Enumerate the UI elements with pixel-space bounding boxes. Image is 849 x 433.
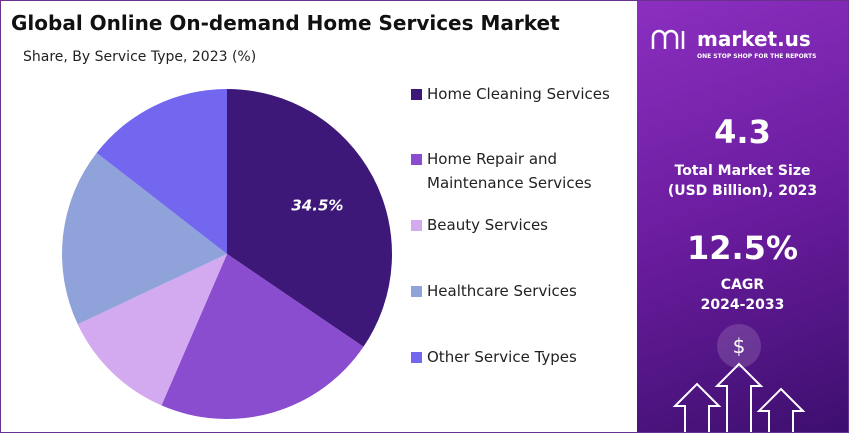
pie-slice (96, 89, 227, 254)
cagr-period: 2024-2033 (700, 297, 785, 313)
coin (717, 324, 761, 368)
pie-slice (62, 152, 228, 325)
stats-panel: $ market.us ONE STOP SHOP FOR THE REPORT… (637, 1, 848, 432)
legend-item: Home Cleaning Services (411, 82, 626, 106)
legend-swatch (411, 286, 422, 297)
legend-label: Other Service Types (427, 348, 577, 366)
market-size-label: Total Market Size (USD Billion), 2023 (667, 163, 818, 199)
legend-swatch (411, 352, 422, 363)
tagline: ONE STOP SHOP FOR THE REPORTS (697, 53, 817, 60)
legend-item: Other Service Types (411, 345, 626, 369)
pie-slice (227, 89, 392, 347)
legend-swatch (411, 89, 422, 100)
dollar-icon: $ (733, 334, 746, 358)
legend-item: Beauty Services (411, 213, 626, 237)
data-label: 34.5% (291, 197, 343, 215)
pie-slice (161, 254, 364, 419)
legend-item: Home Repair and Maintenance Services (411, 147, 626, 195)
legend-label: Healthcare Services (427, 282, 577, 300)
legend-item: Healthcare Services (411, 279, 626, 303)
legend-swatch (411, 220, 422, 231)
cagr: 12.5% (686, 229, 798, 267)
legend-label: Home Repair and Maintenance Services (427, 150, 592, 192)
pie-slice (77, 254, 227, 406)
legend-swatch (411, 154, 422, 165)
market-size: 4.3 (714, 113, 771, 151)
panel-decoration: $ (651, 29, 806, 432)
arrows (672, 362, 806, 432)
chart-subtitle: Share, By Service Type, 2023 (%) (23, 49, 257, 65)
pie-chart: 34.5% (62, 89, 392, 419)
legend-label: Home Cleaning Services (427, 85, 610, 103)
legend-label: Beauty Services (427, 216, 548, 234)
brand: market.us (697, 27, 811, 51)
cagr-label: CAGR (720, 277, 765, 293)
chart-title: Global Online On-demand Home Services Ma… (11, 11, 560, 35)
logo-icon (651, 29, 685, 49)
